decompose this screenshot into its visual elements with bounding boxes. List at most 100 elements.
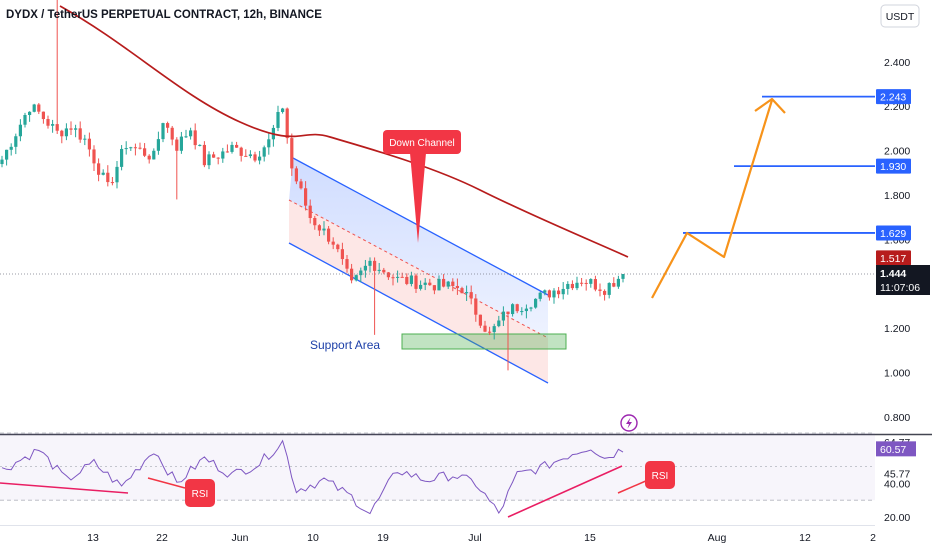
candle [133,143,137,156]
candle [432,285,436,295]
candle [106,165,110,187]
candle [474,294,478,322]
candle [175,137,179,200]
candle [359,267,363,283]
candle [299,178,303,190]
candle [469,285,473,305]
candle [414,273,418,293]
candle [207,151,211,170]
candle [483,320,487,333]
candle [520,307,524,316]
candle [368,257,372,273]
candle [184,129,188,138]
date-tick-label: 19 [377,532,389,544]
candle [460,286,464,294]
candle [552,288,556,304]
candle [124,141,128,155]
candle [350,263,354,284]
candle [161,122,165,143]
candle [428,278,432,286]
candle [308,199,312,224]
candle [46,115,50,129]
candle [294,166,298,185]
rsi-tick-label: 20.00 [884,512,910,524]
candle [69,121,73,135]
candle [538,291,542,302]
candle [37,103,41,115]
candle [442,274,446,288]
candle [248,150,252,159]
rsi-trendline-left [0,482,129,494]
candle [580,277,584,287]
candle [322,221,326,236]
date-tick-label: 13 [87,532,99,544]
candle [9,143,13,156]
candle [152,148,156,160]
price-tick-label: 1.000 [884,368,910,380]
down-channel-label: Down Channel [389,138,455,149]
rsi-trendline-right [507,465,623,518]
countdown-text: 11:07:06 [880,282,920,294]
target-1-tag [876,225,911,241]
candle [120,145,124,171]
candle [23,112,27,128]
candle [363,259,367,278]
date-tick-label: Jul [468,532,481,544]
candle [446,280,450,289]
target-2-tag [876,158,911,174]
candle [345,254,349,273]
candle [166,121,170,133]
candle [557,286,561,299]
candle [607,282,611,299]
price-tick-label: 2.000 [884,146,910,158]
rsi-callout-right [645,461,675,489]
currency-button[interactable] [880,4,920,28]
projection-arrowhead [754,97,786,114]
candle [216,157,220,165]
candle [267,132,271,155]
candle [593,275,597,292]
last-price-tag [876,265,930,295]
date-tick-label: 22 [156,532,168,544]
lightning-icon[interactable] [620,414,638,432]
candle [386,271,390,280]
candle [317,224,321,236]
candle [304,181,308,211]
candle [28,111,32,122]
candle [455,278,459,295]
candle [547,289,551,301]
candle [5,149,9,166]
date-tick-label: Aug [708,532,727,544]
down-channel-callout [383,130,461,154]
date-tick-label: 15 [584,532,596,544]
candle [18,119,22,142]
candle [170,125,174,146]
price-tick-label: 0.800 [884,412,910,424]
candle [92,145,96,172]
candle [354,274,358,282]
moving-average-line [59,5,629,258]
candle [276,105,280,132]
candle [138,142,142,150]
channel-lower-line [288,242,549,384]
candle [340,242,344,265]
candle [451,278,455,292]
candle [478,314,482,329]
rsi-current-tag [876,441,916,457]
candle [271,124,275,147]
candle [492,323,496,340]
candle [561,282,565,300]
rsi-callout-right-label: RSI [652,471,669,482]
candle [529,306,533,312]
candle [239,146,243,162]
candle [110,177,114,186]
candle [193,123,197,150]
candle [391,274,395,286]
candle [198,144,202,147]
candle [515,303,519,314]
candle [423,278,427,291]
rsi-current-text: 60.57 [880,444,906,456]
candle [281,107,285,114]
